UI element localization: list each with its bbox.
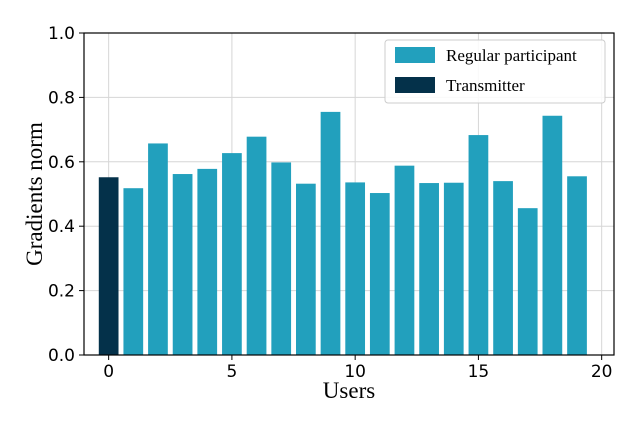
y-tick-label: 1.0 [48, 24, 75, 44]
legend-label-regular-participant: Regular participant [446, 46, 577, 65]
ticks [79, 32, 603, 360]
bar-user-16 [493, 181, 513, 355]
bar-user-13 [419, 183, 439, 355]
bar-user-10 [345, 182, 366, 355]
plot-frame [83, 32, 615, 356]
bar-user-17 [517, 208, 538, 355]
bar-user-9 [320, 111, 341, 355]
x-axis-title: Users [323, 378, 375, 403]
bar-user-3 [172, 174, 193, 355]
legend: Regular participant Transmitter [384, 39, 606, 104]
bar-user-19 [567, 176, 587, 355]
legend-label-transmitter: Transmitter [446, 76, 525, 95]
legend-swatch-transmitter [395, 77, 435, 93]
bar-user-4 [197, 168, 218, 355]
x-tick-label: 10 [344, 362, 366, 382]
bar-user-18 [542, 115, 563, 355]
y-tick-label: 0.0 [48, 346, 75, 366]
bar-user-6 [246, 136, 267, 355]
x-tick-label: 5 [226, 362, 237, 382]
bar-user-8 [296, 183, 316, 355]
x-tick-label: 20 [591, 362, 613, 382]
y-tick-label: 0.8 [48, 88, 75, 108]
bar-user-7 [271, 162, 292, 355]
bar-user-11 [369, 193, 390, 355]
bar-user-2 [148, 143, 168, 355]
bar-user-14 [443, 182, 464, 355]
legend-frame [384, 39, 606, 104]
bars [98, 111, 587, 355]
y-tick-label: 0.2 [48, 282, 75, 302]
bar-user-0 [98, 177, 119, 355]
x-tick-label: 15 [468, 362, 490, 382]
bar-user-12 [394, 165, 415, 355]
bar-user-1 [123, 188, 144, 355]
x-tick-label: 0 [103, 362, 114, 382]
legend-swatch-regular-participant [395, 47, 435, 63]
bar-user-15 [468, 135, 489, 355]
y-tick-label: 0.4 [48, 217, 75, 237]
bar-user-5 [222, 153, 242, 355]
y-tick-label: 0.6 [48, 153, 75, 173]
tick-labels: 0 5 10 15 20 0.0 0.2 0.4 0.6 0.8 1.0 [48, 24, 613, 382]
y-axis-title: Gradients norm [22, 122, 47, 266]
